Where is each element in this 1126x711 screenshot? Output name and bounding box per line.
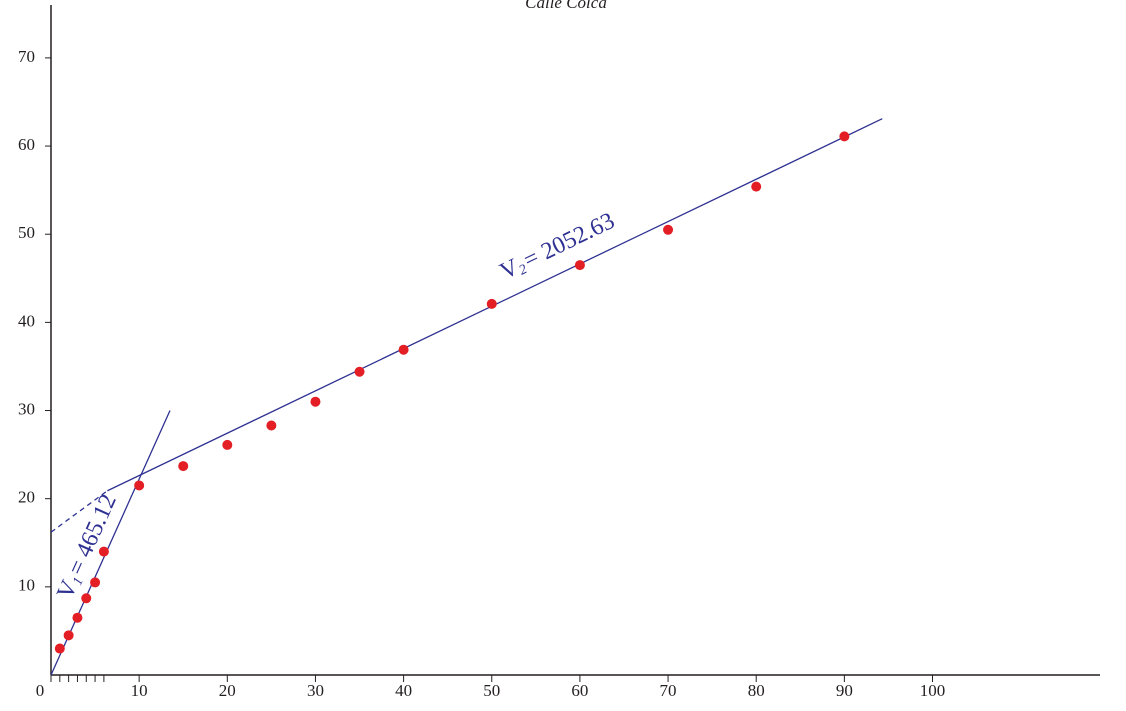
data-point (574, 260, 585, 271)
x-tick-label: 60 (571, 681, 588, 700)
data-point (751, 181, 762, 192)
x-tick-label: 0 (36, 681, 45, 700)
chart-title: Calle Colca (525, 0, 607, 12)
data-point (486, 298, 497, 309)
x-tick-label: 90 (836, 681, 853, 700)
y-tick-label: 40 (18, 311, 35, 330)
data-point (222, 439, 233, 450)
fit-line (50, 490, 108, 533)
y-tick-label: 10 (18, 576, 35, 595)
data-point (98, 546, 109, 557)
y-tick-label: 20 (18, 488, 35, 507)
data-point (354, 366, 365, 377)
data-point (839, 131, 850, 142)
data-point (81, 593, 92, 604)
data-point (90, 577, 101, 588)
x-tick-label: 30 (307, 681, 324, 700)
data-point (266, 420, 277, 431)
data-point (398, 344, 409, 355)
x-tick-label: 10 (131, 681, 148, 700)
data-point (134, 480, 145, 491)
data-point (178, 461, 189, 472)
x-tick-label: 100 (920, 681, 946, 700)
velocity-value: = 2052.63 (520, 207, 619, 273)
x-tick-label: 20 (219, 681, 236, 700)
x-tick-label: 40 (395, 681, 412, 700)
y-tick-label: 50 (18, 223, 35, 242)
y-tick-label: 60 (18, 135, 35, 154)
data-point (54, 643, 65, 654)
data-point (63, 630, 74, 641)
data-point (663, 224, 674, 235)
x-tick-label: 70 (660, 681, 677, 700)
x-tick-label: 50 (483, 681, 500, 700)
data-point (310, 396, 321, 407)
y-tick-label: 70 (18, 47, 35, 66)
velocity-label: V1= 465.12 (52, 490, 123, 603)
velocity-value: = 465.12 (63, 490, 122, 579)
data-point (72, 612, 83, 623)
y-tick-label: 30 (18, 399, 35, 418)
x-tick-label: 80 (748, 681, 765, 700)
